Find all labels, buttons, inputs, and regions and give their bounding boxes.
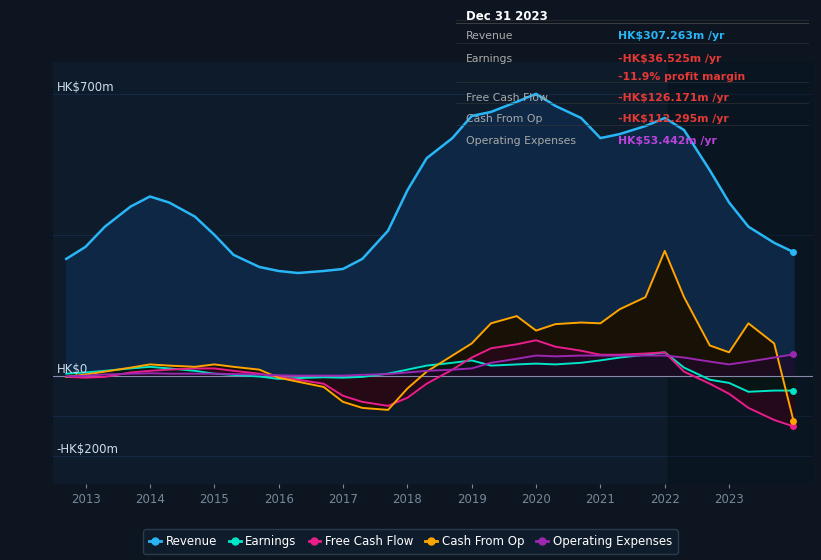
Text: Revenue: Revenue <box>466 31 514 41</box>
Text: Free Cash Flow: Free Cash Flow <box>466 93 548 103</box>
Text: Dec 31 2023: Dec 31 2023 <box>466 10 548 23</box>
Text: -HK$126.171m /yr: -HK$126.171m /yr <box>618 93 729 103</box>
Text: HK$700m: HK$700m <box>57 81 114 94</box>
Text: -11.9% profit margin: -11.9% profit margin <box>618 72 745 82</box>
Text: Earnings: Earnings <box>466 54 513 64</box>
Text: -HK$36.525m /yr: -HK$36.525m /yr <box>618 54 722 64</box>
Bar <box>668 62 813 484</box>
Text: HK$0: HK$0 <box>57 363 88 376</box>
Legend: Revenue, Earnings, Free Cash Flow, Cash From Op, Operating Expenses: Revenue, Earnings, Free Cash Flow, Cash … <box>143 529 678 554</box>
Text: HK$307.263m /yr: HK$307.263m /yr <box>618 31 725 41</box>
Text: -HK$112.295m /yr: -HK$112.295m /yr <box>618 114 729 124</box>
Text: -HK$200m: -HK$200m <box>57 443 118 456</box>
Text: Cash From Op: Cash From Op <box>466 114 543 124</box>
Text: Operating Expenses: Operating Expenses <box>466 136 576 146</box>
Text: HK$53.442m /yr: HK$53.442m /yr <box>618 136 717 146</box>
